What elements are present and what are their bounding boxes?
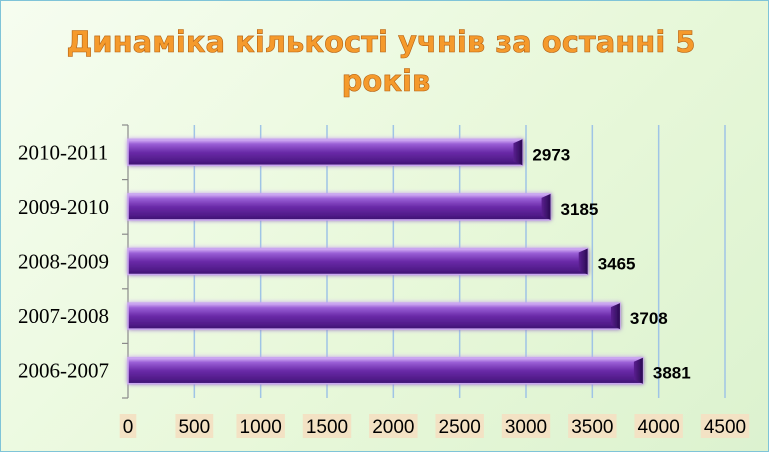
axes [122, 124, 129, 399]
x-tick-label: 0 [123, 417, 134, 438]
x-tick-label: 2500 [439, 417, 481, 438]
category-label: 2010-2011 [18, 140, 108, 164]
chart-title-line-1: Динаміка кількості учнів за останні 5 [66, 25, 695, 59]
tick-label-bg [501, 414, 551, 438]
tick-label-bg [369, 414, 418, 438]
bar-body [127, 356, 644, 385]
x-tick-label: 4000 [638, 417, 680, 438]
bar-body [127, 302, 621, 330]
bar [127, 356, 644, 385]
bar-end-cap [578, 248, 588, 275]
data-label: 3465 [598, 255, 636, 274]
bar [127, 302, 621, 330]
bar [127, 138, 524, 167]
bar [127, 193, 552, 221]
x-tick-label: 1000 [240, 417, 282, 438]
category-label: 2006-2007 [18, 359, 109, 383]
x-tick-labels: 0 500 1000 1500 2000 2500 3000 3500 4000 4500 [119, 414, 750, 438]
tick-label-bg [435, 414, 484, 438]
bar-end-cap [610, 303, 620, 330]
bar-end-cap [633, 357, 643, 384]
tick-label-bg [634, 414, 683, 438]
tick-label-bg [175, 414, 214, 438]
tick-label-bg [302, 414, 352, 438]
data-label: 3708 [630, 309, 668, 328]
bar [127, 247, 589, 276]
chart-title: Динаміка кількості учнів за останні 5 ро… [66, 25, 696, 99]
bar-end-cap [513, 139, 523, 166]
category-label: 2008-2009 [18, 250, 109, 274]
bar-body [127, 247, 589, 276]
tick-label-bg [236, 414, 285, 438]
category-label: 2009-2010 [18, 195, 109, 219]
data-label: 3185 [561, 200, 599, 219]
bar-body [127, 193, 552, 221]
x-tick-label: 2000 [372, 417, 414, 438]
bar-body [127, 138, 524, 167]
tick-label-bg [568, 414, 617, 438]
data-label: 2973 [532, 145, 570, 164]
x-tick-label: 4500 [704, 417, 746, 438]
data-labels: 2973 3185 3465 3708 3881 [532, 145, 690, 382]
tick-label-bg [119, 414, 137, 438]
x-tick-label: 1500 [306, 417, 348, 438]
category-labels: 2010-2011 2009-2010 2008-2009 2007-2008 2006… [18, 140, 109, 382]
chart-title-line-2: років [342, 64, 431, 98]
x-tick-label: 3000 [505, 417, 547, 438]
category-label: 2007-2008 [18, 304, 109, 328]
x-tick-label: 500 [178, 417, 210, 438]
bar-end-cap [541, 193, 551, 220]
tick-label-bg [700, 414, 750, 438]
x-tick-label: 3500 [571, 417, 613, 438]
data-label: 3881 [653, 364, 691, 383]
bars [127, 138, 644, 385]
